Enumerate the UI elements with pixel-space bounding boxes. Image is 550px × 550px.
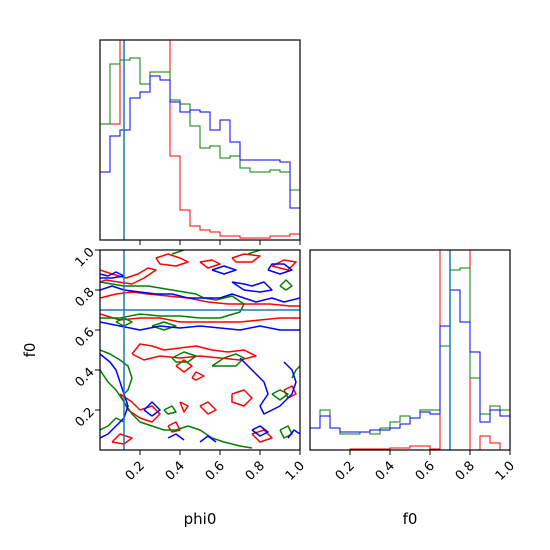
contour-1-path-0 xyxy=(100,281,245,319)
contour-2-path-8 xyxy=(143,401,161,417)
contour-x-tick-label-3: 0.8 xyxy=(243,459,268,484)
plot-marks xyxy=(100,40,510,450)
y-axis-label-f0: f0 xyxy=(21,343,39,358)
contour-2-path-7 xyxy=(239,357,297,415)
contour-2-path-3 xyxy=(231,281,273,293)
contour-2-path-10 xyxy=(287,429,300,439)
contour-0-path-9 xyxy=(271,259,297,271)
contour-1-path-3 xyxy=(171,351,197,363)
contour-0-path-5 xyxy=(191,371,205,381)
contour-x-tick-label-1: 0.4 xyxy=(163,459,188,484)
contour-2-path-9 xyxy=(251,425,269,437)
contour-1-path-4 xyxy=(211,353,245,367)
contour-x-tick-label-4: 1.0 xyxy=(283,459,308,484)
contour-1-path-7 xyxy=(279,279,293,291)
contour-1-path-5 xyxy=(151,321,177,331)
hist-phi0-series-1 xyxy=(100,57,300,240)
hist-f0-x-tick-label-0: 0.2 xyxy=(333,459,358,484)
contour-y-tick-label-3: 0.8 xyxy=(72,285,97,310)
hist-phi0-series-2 xyxy=(100,75,300,240)
contour-y-tick-label-4: 1.0 xyxy=(72,245,97,270)
contour-1-path-6 xyxy=(115,317,133,327)
contour-1-path-14 xyxy=(279,425,293,439)
contour-1-path-8 xyxy=(171,250,185,255)
contour-0-path-16 xyxy=(251,429,273,443)
contour-0-path-12 xyxy=(231,389,253,407)
contour-2-path-2 xyxy=(100,271,125,279)
contour-0-path-11 xyxy=(199,401,217,415)
hist-phi0-group xyxy=(100,40,300,240)
contour-2-path-4 xyxy=(211,265,237,275)
contour-1-path-10 xyxy=(163,405,177,415)
contour-x-tick-label-0: 0.2 xyxy=(123,459,148,484)
panel-frame-histF0 xyxy=(309,249,511,451)
x-axis-label-phi0: phi0 xyxy=(184,510,217,528)
contour-2-path-12 xyxy=(167,433,185,441)
contour-0-path-14 xyxy=(111,433,133,445)
hist-f0-x-tick-label-3: 0.8 xyxy=(453,459,478,484)
contour-y-tick-label-2: 0.6 xyxy=(72,325,97,350)
x-axis-label-f0: f0 xyxy=(403,510,418,528)
contour-0-path-8 xyxy=(231,253,261,263)
contour-2-path-5 xyxy=(267,263,293,275)
contour-2-path-6 xyxy=(100,353,129,439)
contour-1-path-1 xyxy=(100,369,253,449)
contour-2-path-0 xyxy=(100,285,300,303)
contour-1-path-2 xyxy=(100,349,133,395)
contour-0-path-1 xyxy=(100,291,300,307)
hist-f0-series-2 xyxy=(310,289,510,450)
hist-f0-x-tick-label-2: 0.6 xyxy=(413,459,438,484)
hist-phi0-series-0 xyxy=(100,40,300,240)
contour-x-tick-label-2: 0.6 xyxy=(203,459,228,484)
contour-0-path-7 xyxy=(199,259,221,269)
contour-0-path-13 xyxy=(179,401,189,413)
panel-frame-contour xyxy=(99,249,301,451)
hist-f0-x-tick-label-1: 0.4 xyxy=(373,459,398,484)
contour-1-path-13 xyxy=(100,417,125,431)
contour-y-tick-label-0: 0.2 xyxy=(72,405,97,430)
contour-1-path-11 xyxy=(271,389,289,401)
hist-f0-group xyxy=(310,250,510,450)
contour-0-path-2 xyxy=(100,313,300,323)
contour-y-tick-label-1: 0.4 xyxy=(72,365,97,390)
contour-2-path-11 xyxy=(199,435,217,443)
contour-1-path-9 xyxy=(247,250,261,255)
hist-f0-series-0 xyxy=(310,250,510,450)
panel-frame-histPhi xyxy=(99,39,301,241)
contour-0-path-6 xyxy=(155,253,189,267)
contour-group xyxy=(100,250,300,449)
contour-2-path-1 xyxy=(100,321,300,331)
hist-f0-x-tick-label-4: 1.0 xyxy=(493,459,518,484)
